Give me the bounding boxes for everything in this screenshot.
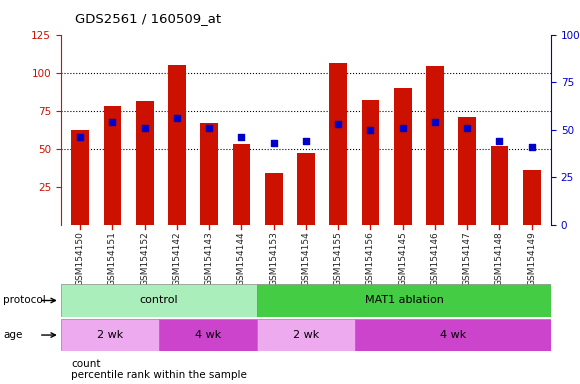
Bar xyxy=(265,173,282,225)
Text: GSM154147: GSM154147 xyxy=(463,231,472,286)
Bar xyxy=(136,101,154,225)
Text: GSM154145: GSM154145 xyxy=(398,231,407,286)
Text: GSM154152: GSM154152 xyxy=(140,231,149,286)
Bar xyxy=(426,66,444,225)
Point xyxy=(108,119,117,125)
Bar xyxy=(523,170,541,225)
Text: 2 wk: 2 wk xyxy=(97,330,123,340)
Text: age: age xyxy=(3,330,22,340)
Point xyxy=(495,138,504,144)
Text: GSM154151: GSM154151 xyxy=(108,231,117,286)
Point xyxy=(205,125,214,131)
Text: GSM154146: GSM154146 xyxy=(430,231,440,286)
Point xyxy=(366,127,375,133)
Text: GDS2561 / 160509_at: GDS2561 / 160509_at xyxy=(75,12,222,25)
Text: GSM154143: GSM154143 xyxy=(205,231,213,286)
Text: count: count xyxy=(71,359,101,369)
Bar xyxy=(394,88,412,225)
Text: 2 wk: 2 wk xyxy=(293,330,319,340)
Text: MAT1 ablation: MAT1 ablation xyxy=(365,295,443,306)
Bar xyxy=(297,153,315,225)
Point xyxy=(140,125,150,131)
Bar xyxy=(361,100,379,225)
Point xyxy=(334,121,343,127)
Bar xyxy=(71,130,89,225)
Bar xyxy=(458,117,476,225)
Text: percentile rank within the sample: percentile rank within the sample xyxy=(71,370,247,380)
Bar xyxy=(329,63,347,225)
Text: GSM154150: GSM154150 xyxy=(76,231,85,286)
Text: GSM154153: GSM154153 xyxy=(269,231,278,286)
Point xyxy=(398,125,407,131)
Bar xyxy=(61,319,159,351)
Text: 4 wk: 4 wk xyxy=(440,330,466,340)
Point xyxy=(75,134,85,140)
Text: control: control xyxy=(140,295,178,306)
Point xyxy=(462,125,472,131)
Bar xyxy=(168,65,186,225)
Bar xyxy=(104,106,121,225)
Bar xyxy=(257,284,551,317)
Text: GSM154154: GSM154154 xyxy=(302,231,310,286)
Point xyxy=(237,134,246,140)
Bar xyxy=(257,319,355,351)
Text: 4 wk: 4 wk xyxy=(195,330,221,340)
Text: GSM154149: GSM154149 xyxy=(527,231,536,286)
Bar xyxy=(233,144,251,225)
Bar xyxy=(159,319,257,351)
Point xyxy=(269,140,278,146)
Point xyxy=(430,119,440,125)
Bar xyxy=(61,284,257,317)
Point xyxy=(172,115,182,121)
Bar xyxy=(355,319,551,351)
Text: GSM154144: GSM154144 xyxy=(237,231,246,286)
Point xyxy=(527,144,536,150)
Text: protocol: protocol xyxy=(3,295,46,306)
Text: GSM154155: GSM154155 xyxy=(334,231,343,286)
Text: GSM154142: GSM154142 xyxy=(172,231,182,286)
Text: GSM154156: GSM154156 xyxy=(366,231,375,286)
Bar xyxy=(200,123,218,225)
Text: GSM154148: GSM154148 xyxy=(495,231,504,286)
Bar xyxy=(491,146,508,225)
Point xyxy=(302,138,311,144)
